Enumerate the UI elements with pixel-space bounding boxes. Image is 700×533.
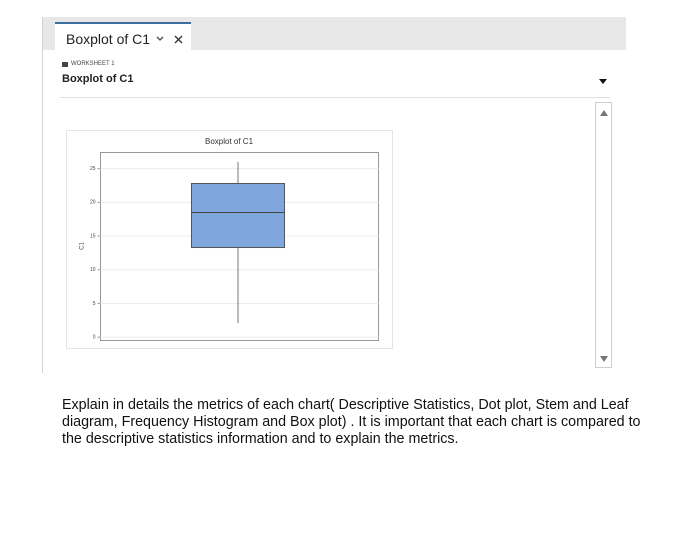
y-tick-label: 0 <box>93 334 96 340</box>
y-tick-label: 20 <box>90 200 96 206</box>
y-tick-label: 5 <box>93 301 96 307</box>
box <box>191 182 285 249</box>
question-text: Explain in details the metrics of each c… <box>62 397 641 447</box>
chart: Boxplot of C1 C1 0 5 10 15 20 25 <box>66 130 393 349</box>
chart-title: Boxplot of C1 <box>205 137 254 146</box>
worksheet-icon <box>62 62 68 67</box>
tab[interactable]: Boxplot of C1 <box>55 22 191 50</box>
dropdown-arrow[interactable] <box>598 78 610 86</box>
y-tick-label: 25 <box>90 166 96 172</box>
worksheet-title: Boxplot of C1 <box>62 73 134 85</box>
scrollbar[interactable] <box>595 102 612 368</box>
left-border <box>42 17 43 373</box>
y-tick-label: 10 <box>90 267 96 273</box>
y-tick-label: 15 <box>90 233 96 239</box>
separator <box>60 97 610 98</box>
y-axis-label: C1 <box>80 242 86 250</box>
tab-icons[interactable] <box>155 33 185 45</box>
tab-label: Boxplot of C1 <box>66 31 151 47</box>
worksheet-label: WORKSHEET 1 <box>71 61 115 67</box>
